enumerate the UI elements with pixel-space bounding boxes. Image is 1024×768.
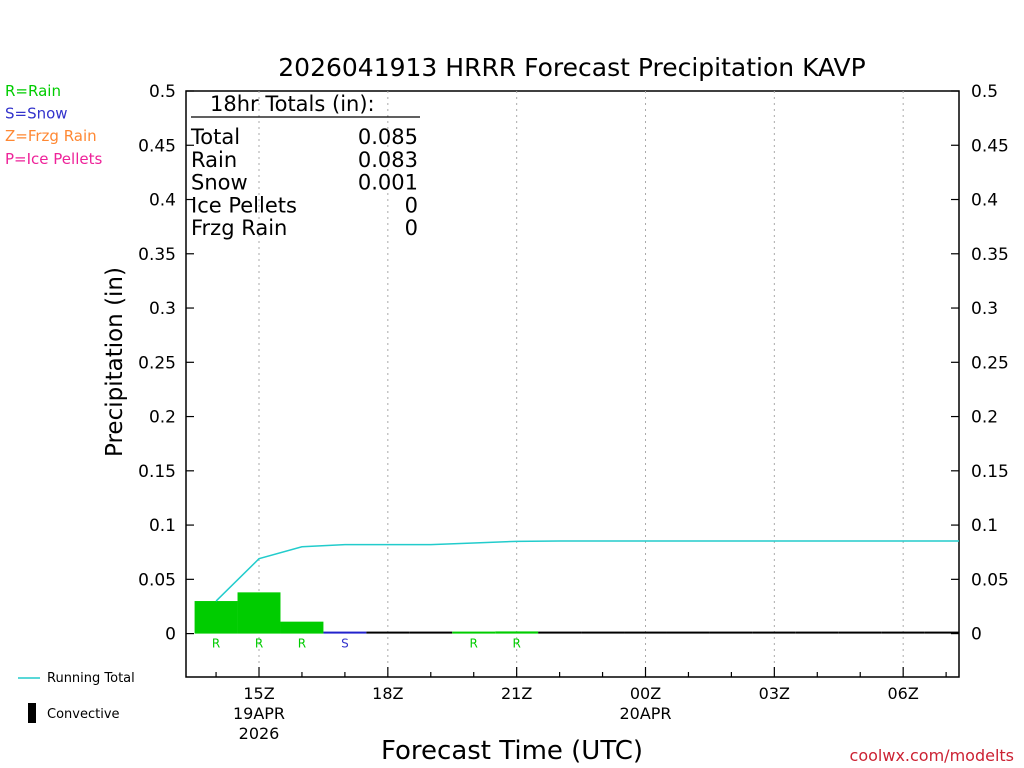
x-tick-date-0: 19APR bbox=[233, 704, 285, 723]
type-legend: R=Rain S=Snow Z=Frzg Rain P=Ice Pellets bbox=[5, 82, 102, 168]
bar-type-label-6: R bbox=[470, 637, 478, 651]
y-tick-label-left-1: 0.05 bbox=[138, 570, 176, 590]
totals-row-label-0: Total bbox=[190, 125, 240, 149]
bar-6 bbox=[452, 631, 496, 634]
type-legend-r: R=Rain bbox=[5, 82, 61, 100]
y-tick-label-right-2: 0.1 bbox=[971, 516, 998, 536]
x-tick-label-5: 06Z bbox=[888, 684, 919, 703]
bar-2 bbox=[280, 621, 324, 634]
totals-row-label-2: Snow bbox=[191, 171, 248, 195]
totals-row-label-4: Frzg Rain bbox=[191, 216, 287, 240]
x-tick-label-2: 21Z bbox=[501, 684, 532, 703]
bar-type-label-7: R bbox=[513, 637, 521, 651]
bar-12 bbox=[709, 631, 753, 634]
y-tick-label-left-9: 0.45 bbox=[138, 136, 176, 156]
y-axis-right: 0 0.05 0.1 0.15 0.2 0.25 0.3 0.35 0.4 0.45 0.5 bbox=[951, 82, 1009, 645]
y-tick-label-left-7: 0.35 bbox=[138, 245, 176, 265]
bar-1 bbox=[237, 592, 281, 634]
y-tick-label-left-8: 0.4 bbox=[149, 191, 176, 211]
y-tick-label-right-3: 0.15 bbox=[971, 462, 1009, 482]
y-axis-label: Precipitation (in) bbox=[102, 267, 128, 457]
bar-14 bbox=[795, 631, 839, 634]
x-tick-label-4: 03Z bbox=[759, 684, 790, 703]
running-total-line bbox=[215, 540, 959, 602]
y-tick-label-right-6: 0.3 bbox=[971, 299, 998, 319]
type-legend-z: Z=Frzg Rain bbox=[5, 127, 97, 145]
bar-type-label-2: R bbox=[298, 637, 306, 651]
y-tick-label-right-5: 0.25 bbox=[971, 353, 1009, 373]
totals-row-label-1: Rain bbox=[191, 148, 237, 172]
totals-row-value-4: 0 bbox=[405, 216, 418, 240]
y-tick-label-right-8: 0.4 bbox=[971, 191, 998, 211]
bar-type-label-0: R bbox=[212, 637, 220, 651]
plot-frame bbox=[185, 90, 960, 678]
bar-4 bbox=[366, 631, 410, 634]
bar-9 bbox=[581, 631, 625, 634]
bar-0 bbox=[194, 601, 238, 634]
type-legend-p: P=Ice Pellets bbox=[5, 150, 102, 168]
bar-17 bbox=[924, 631, 959, 634]
grid-lines bbox=[258, 91, 904, 677]
x-tick-label-1: 18Z bbox=[372, 684, 403, 703]
y-tick-label-left-0: 0 bbox=[165, 625, 176, 645]
bar-3 bbox=[323, 631, 367, 634]
y-tick-label-left-2: 0.1 bbox=[149, 516, 176, 536]
y-tick-label-left-4: 0.2 bbox=[149, 408, 176, 428]
totals-row-value-2: 0.001 bbox=[358, 171, 418, 195]
totals-row-value-0: 0.085 bbox=[358, 125, 418, 149]
bar-13 bbox=[752, 631, 796, 634]
x-tick-date-3: 20APR bbox=[619, 704, 671, 723]
y-tick-label-left-5: 0.25 bbox=[138, 353, 176, 373]
bar-10 bbox=[624, 631, 667, 634]
y-tick-label-right-7: 0.35 bbox=[971, 245, 1009, 265]
y-tick-label-left-6: 0.3 bbox=[149, 299, 176, 319]
totals-title: 18hr Totals (in): bbox=[210, 92, 375, 116]
totals-row-value-3: 0 bbox=[405, 193, 418, 217]
y-axis-left: 0 0.05 0.1 0.15 0.2 0.25 0.3 0.35 0.4 0.45 0.5 bbox=[138, 82, 194, 645]
totals-row-value-1: 0.083 bbox=[358, 148, 418, 172]
y-tick-label-left-3: 0.15 bbox=[138, 462, 176, 482]
totals-box: 18hr Totals (in): Total 0.085 Rain 0.083 Sno… bbox=[190, 92, 420, 240]
y-tick-label-right-4: 0.2 bbox=[971, 408, 998, 428]
type-legend-s: S=Snow bbox=[5, 105, 68, 123]
convective-legend-label: Convective bbox=[47, 707, 120, 722]
convective-legend-swatch bbox=[28, 703, 36, 723]
bar-type-label-3: S bbox=[341, 637, 349, 651]
credit-text: coolwx.com/modelts bbox=[850, 746, 1014, 765]
y-tick-label-right-1: 0.05 bbox=[971, 570, 1009, 590]
y-tick-label-right-10: 0.5 bbox=[971, 82, 998, 102]
y-tick-label-right-0: 0 bbox=[971, 625, 982, 645]
x-tick-label-0: 15Z bbox=[243, 684, 274, 703]
x-tick-label-3: 00Z bbox=[630, 684, 661, 703]
bar-7 bbox=[495, 631, 539, 634]
totals-row-label-3: Ice Pellets bbox=[191, 193, 297, 217]
running-total-legend-label: Running Total bbox=[47, 671, 135, 686]
series-legend: Running Total Convective bbox=[18, 671, 135, 723]
precip-bars bbox=[194, 592, 959, 634]
bar-5 bbox=[409, 631, 453, 634]
running-total-line-group bbox=[215, 540, 959, 602]
y-tick-label-left-10: 0.5 bbox=[149, 82, 176, 102]
chart-title: 2026041913 HRRR Forecast Precipitation K… bbox=[278, 53, 865, 82]
x-axis-label: Forecast Time (UTC) bbox=[381, 736, 643, 766]
bar-type-label-1: R bbox=[255, 637, 263, 651]
bar-11 bbox=[666, 631, 710, 634]
bar-16 bbox=[881, 631, 925, 634]
y-tick-label-right-9: 0.45 bbox=[971, 136, 1009, 156]
bar-15 bbox=[838, 631, 882, 634]
bar-8 bbox=[538, 631, 582, 634]
x-tick-year-0: 2026 bbox=[239, 724, 280, 743]
